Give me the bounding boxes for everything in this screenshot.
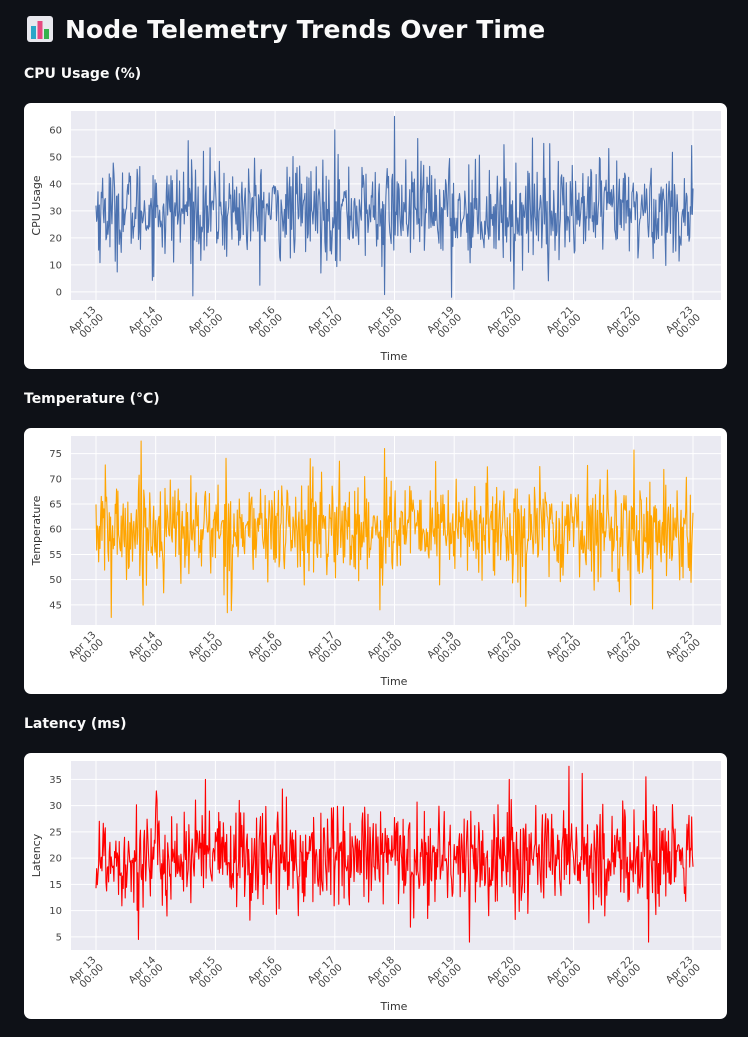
section-label-temperature: Temperature (°C) (24, 391, 160, 407)
y-tick-label: 30 (49, 206, 62, 217)
y-tick-label: 40 (49, 179, 62, 190)
cpu-chart-card: 0 10 20 30 40 50 60 Apr 13 00:00 Apr 14 00:00 Apr 1… (24, 103, 727, 369)
y-tick-label: 30 (49, 801, 62, 812)
series-line (95, 115, 694, 298)
y-tick-label: 75 (49, 449, 62, 460)
y-tick-label: 10 (49, 906, 62, 917)
y-tick-label: 60 (49, 525, 62, 536)
y-axis-label: Temperature (30, 495, 43, 566)
y-tick-label: 70 (49, 474, 62, 485)
y-tick-label: 20 (49, 854, 62, 865)
y-tick-label: 0 (56, 287, 62, 298)
y-tick-label: 10 (49, 260, 62, 271)
y-tick-label: 50 (49, 575, 62, 586)
series-line (95, 765, 694, 943)
page-header: Node Telemetry Trends Over Time (27, 12, 545, 46)
y-tick-label: 50 (49, 152, 62, 163)
y-tick-label: 5 (56, 932, 62, 943)
temperature-chart-card: 45 50 55 60 65 70 75 Apr 13 00:00 Apr 14 00:00 Apr … (24, 428, 727, 694)
x-axis-label: Time (380, 1000, 408, 1013)
x-axis-label: Time (380, 675, 408, 688)
latency-chart-card: 5 10 15 20 25 30 35 Apr 13 00:00 Apr 14 00:00 Apr 1… (24, 753, 727, 1019)
y-tick-label: 25 (49, 827, 62, 838)
y-tick-label: 20 (49, 233, 62, 244)
section-label-latency: Latency (ms) (24, 716, 127, 732)
section-label-cpu: CPU Usage (%) (24, 66, 142, 82)
y-tick-label: 65 (49, 500, 62, 511)
bar-chart-icon (27, 16, 53, 42)
y-axis-label: CPU Usage (30, 175, 43, 235)
y-tick-label: 55 (49, 550, 62, 561)
x-axis-label: Time (380, 350, 408, 363)
y-tick-label: 15 (49, 880, 62, 891)
page-title: Node Telemetry Trends Over Time (65, 14, 546, 44)
series-line (95, 440, 694, 618)
y-tick-label: 35 (49, 775, 62, 786)
y-tick-label: 60 (49, 125, 62, 136)
y-axis-label: Latency (30, 833, 43, 877)
y-tick-label: 45 (49, 600, 62, 611)
